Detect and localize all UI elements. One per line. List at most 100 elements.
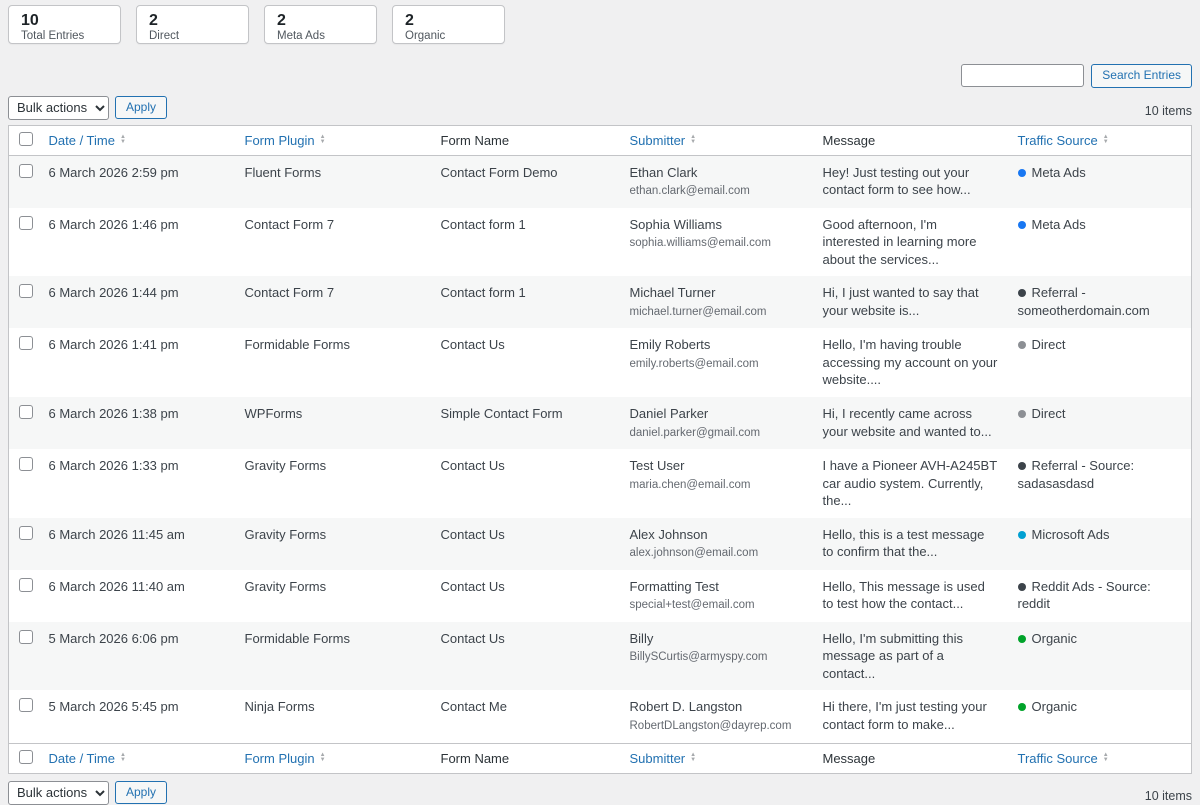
table-row: 6 March 2026 11:45 am Gravity Forms Cont… [8, 517, 1192, 570]
date-time-cell: 6 March 2026 1:41 pm [48, 337, 179, 353]
message-cell: Hello, I'm submitting this message as pa… [822, 630, 963, 681]
submitter-cell: Formatting Test special+test@email.com [620, 570, 813, 622]
submitter-name: Test User [629, 458, 685, 474]
column-header-form-plugin: Form Plugin ▲ ▼ [234, 125, 431, 156]
traffic-source-cell: Direct [1008, 397, 1192, 449]
sort-submitter-link[interactable]: Submitter ▲ ▼ [629, 132, 697, 148]
date-time-cell: 6 March 2026 2:59 pm [48, 164, 179, 180]
sort-traffic-source-link[interactable]: Traffic Source ▲ ▼ [1017, 132, 1109, 148]
top-toolbar: Bulk actions Apply 10 items [8, 95, 1192, 120]
column-footer-form-name: Form Name [430, 742, 620, 774]
submitter-cell: Daniel Parker daniel.parker@gmail.com [620, 397, 813, 449]
row-checkbox[interactable] [19, 336, 33, 351]
summary-cards: 10 Total Entries 2 Direct 2 Meta Ads 2 O… [8, 5, 1192, 44]
submitter-email: BillySCurtis@armyspy.com [629, 651, 768, 664]
row-checkbox-cell [9, 690, 39, 743]
form-name-cell: Contact Us [440, 458, 505, 474]
sort-date-time-link[interactable]: Date / Time ▲ ▼ [48, 750, 126, 766]
row-checkbox-cell [9, 622, 39, 691]
row-checkbox[interactable] [19, 629, 33, 644]
sort-icon: ▲ ▼ [1102, 752, 1109, 764]
search-entries-button[interactable]: Search Entries [1091, 64, 1192, 88]
table-row: 5 March 2026 6:06 pm Formidable Forms Co… [8, 621, 1192, 691]
date-time-cell: 6 March 2026 1:46 pm [48, 216, 179, 232]
table-footer: Date / Time ▲ ▼ Form Plugin ▲ ▼ Form Name Su… [8, 742, 1192, 774]
sort-icon: ▲ ▼ [319, 134, 326, 146]
entries-tbody: 6 March 2026 2:59 pm Fluent Forms Contac… [8, 155, 1192, 743]
table-row: 6 March 2026 1:44 pm Contact Form 7 Cont… [8, 276, 1192, 329]
sort-form-plugin-link[interactable]: Form Plugin ▲ ▼ [244, 132, 326, 148]
message-cell: Hi, I just wanted to say that your websi… [822, 285, 979, 318]
submitter-cell: Ethan Clark ethan.clark@email.com [620, 155, 813, 208]
traffic-source-cell: Reddit Ads - Source: reddit [1008, 570, 1192, 622]
form-plugin-cell: Formidable Forms [244, 337, 350, 353]
sort-icon: ▲ ▼ [1102, 134, 1109, 146]
traffic-source-label: Meta Ads [1031, 216, 1086, 232]
apply-button[interactable]: Apply [115, 95, 168, 120]
row-checkbox[interactable] [19, 215, 33, 230]
bulk-actions-select[interactable]: Bulk actions [8, 780, 109, 805]
form-plugin-cell: Ninja Forms [244, 699, 315, 715]
submitter-name: Michael Turner [629, 285, 716, 301]
search-input[interactable] [961, 64, 1085, 88]
row-checkbox[interactable] [19, 698, 33, 713]
apply-button[interactable]: Apply [115, 780, 168, 805]
table-row: 6 March 2026 11:40 am Gravity Forms Cont… [9, 570, 1192, 622]
sort-icon: ▲ ▼ [690, 752, 697, 764]
column-header-date-time: Date / Time ▲ ▼ [38, 125, 235, 156]
row-checkbox[interactable] [19, 284, 33, 299]
bulk-actions-select[interactable]: Bulk actions [8, 95, 109, 120]
traffic-source-dot-icon [1017, 289, 1026, 298]
sort-form-plugin-link[interactable]: Form Plugin ▲ ▼ [244, 750, 326, 766]
table-row: 6 March 2026 1:38 pm WPForms Simple Cont… [8, 397, 1192, 450]
submitter-cell: Test User maria.chen@email.com [620, 449, 813, 518]
card-label: Direct [149, 30, 180, 43]
form-plugin-cell: Gravity Forms [244, 526, 327, 542]
table-row: 6 March 2026 1:46 pm Contact Form 7 Cont… [9, 208, 1192, 277]
traffic-source-label: Direct [1031, 337, 1066, 353]
traffic-source-cell: Organic [1008, 622, 1192, 691]
row-checkbox[interactable] [19, 457, 33, 472]
submitter-email: alex.johnson@email.com [629, 547, 759, 560]
traffic-source-label: Organic [1031, 699, 1078, 715]
submitter-cell: Emily Roberts emily.roberts@email.com [620, 328, 813, 397]
form-name-cell: Contact form 1 [440, 216, 526, 232]
form-name-cell: Contact Us [440, 578, 505, 594]
sort-date-time-link[interactable]: Date / Time ▲ ▼ [48, 132, 126, 148]
select-all-checkbox[interactable] [19, 749, 33, 764]
submitter-name: Robert D. Langston [629, 699, 743, 715]
traffic-source-dot-icon [1017, 410, 1026, 418]
row-checkbox[interactable] [19, 525, 33, 540]
submitter-email: RobertDLangston@dayrep.com [629, 720, 792, 733]
traffic-source-label: Organic [1031, 630, 1078, 646]
select-all-checkbox[interactable] [19, 131, 33, 146]
message-cell: Good afternoon, I'm interested in learni… [822, 216, 977, 267]
card-value: 10 [21, 12, 39, 29]
form-name-cell: Simple Contact Form [440, 406, 563, 421]
sort-submitter-link[interactable]: Submitter ▲ ▼ [629, 750, 697, 766]
traffic-source-cell: Referral - Source: sadasasdasd [1008, 449, 1192, 518]
table-row: 6 March 2026 1:41 pm Formidable Forms Co… [9, 328, 1192, 397]
form-plugin-cell: Contact Form 7 [244, 285, 335, 301]
card-value: 2 [149, 12, 158, 29]
traffic-source-dot-icon [1017, 462, 1026, 471]
bottom-toolbar: Bulk actions Apply 10 items [8, 780, 1192, 805]
row-checkbox[interactable] [19, 405, 33, 419]
row-checkbox-cell [9, 328, 39, 397]
form-plugin-cell: Fluent Forms [244, 164, 322, 180]
traffic-source-dot-icon [1017, 220, 1026, 229]
sort-traffic-source-link[interactable]: Traffic Source ▲ ▼ [1017, 750, 1109, 766]
search-box: Search Entries [8, 64, 1192, 88]
card-label: Total Entries [21, 30, 85, 43]
row-checkbox[interactable] [19, 163, 33, 178]
row-checkbox[interactable] [19, 577, 33, 592]
column-footer-message: Message [812, 742, 1008, 774]
card-value: 2 [405, 12, 414, 29]
submitter-email: michael.turner@email.com [629, 305, 767, 318]
submitter-name: Emily Roberts [629, 337, 711, 353]
traffic-source-label: Referral - Source: sadasasdasd [1017, 458, 1135, 491]
row-checkbox-cell [9, 518, 39, 570]
column-footer-traffic-source: Traffic Source ▲ ▼ [1007, 742, 1192, 774]
select-all-header [8, 125, 39, 156]
traffic-source-cell: Organic [1008, 690, 1192, 743]
